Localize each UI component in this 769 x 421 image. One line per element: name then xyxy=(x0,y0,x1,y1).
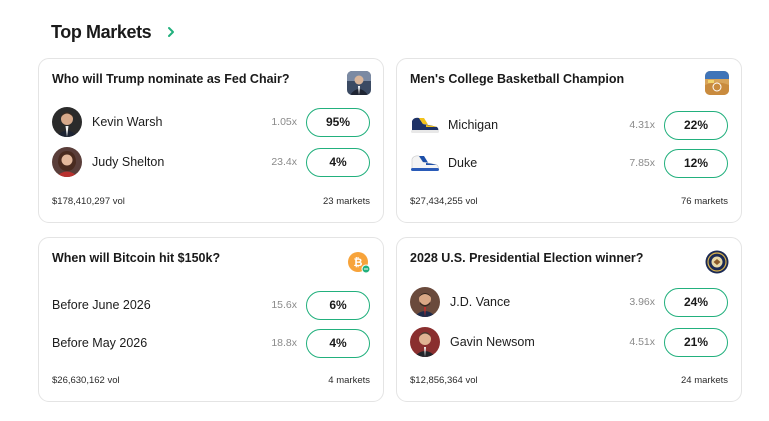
outcome-percent-button[interactable]: 21% xyxy=(664,327,728,357)
outcome-percent-button[interactable]: 22% xyxy=(664,110,728,140)
markets-count-link[interactable]: 4 markets xyxy=(328,375,370,386)
outcome-percent-button[interactable]: 95% xyxy=(306,107,370,137)
outcome-label: Michigan xyxy=(448,118,499,132)
outcome-row[interactable]: Judy Shelton 23.4x 4% xyxy=(52,147,370,177)
outcome-label: Before June 2026 xyxy=(52,298,151,312)
sneaker-icon xyxy=(410,153,440,173)
outcome-percent-button[interactable]: 4% xyxy=(306,328,370,358)
outcome-label: Before May 2026 xyxy=(52,336,148,350)
outcome-row[interactable]: Before June 2026 15.6x 6% xyxy=(52,290,370,320)
volume-text: $27,434,255 vol xyxy=(410,196,478,207)
presidential-seal-icon xyxy=(705,250,729,274)
outcome-row[interactable]: Gavin Newsom 4.51x 21% xyxy=(410,327,728,357)
payout-multiplier: 15.6x xyxy=(271,299,297,311)
outcome-percent-button[interactable]: 24% xyxy=(664,287,728,317)
volume-text: $12,856,364 vol xyxy=(410,375,478,386)
outcome-percent-button[interactable]: 6% xyxy=(306,290,370,320)
person-avatar xyxy=(410,287,440,317)
section-header[interactable]: Top Markets xyxy=(51,20,177,44)
outcome-percent-button[interactable]: 12% xyxy=(664,148,728,178)
markets-count-link[interactable]: 76 markets xyxy=(681,196,728,207)
outcome-row[interactable]: Michigan 4.31x 22% xyxy=(410,110,728,140)
chevron-right-icon[interactable] xyxy=(165,26,177,38)
markets-count-link[interactable]: 23 markets xyxy=(323,196,370,207)
payout-multiplier: 4.31x xyxy=(629,119,655,131)
market-card-election[interactable]: 2028 U.S. Presidential Election winner? … xyxy=(396,237,742,402)
outcome-row[interactable]: Before May 2026 18.8x 4% xyxy=(52,328,370,358)
outcome-label: Kevin Warsh xyxy=(92,115,163,129)
card-title[interactable]: Men's College Basketball Champion xyxy=(410,72,625,86)
card-footer: $26,630,162 vol 4 markets xyxy=(52,375,370,386)
payout-multiplier: 23.4x xyxy=(271,156,297,168)
outcome-label: Judy Shelton xyxy=(92,155,165,169)
market-card-basketball[interactable]: Men's College Basketball Champion Michig… xyxy=(396,58,742,223)
person-avatar xyxy=(52,147,82,177)
payout-multiplier: 1.05x xyxy=(271,116,297,128)
card-footer: $178,410,297 vol 23 markets xyxy=(52,196,370,207)
person-avatar xyxy=(52,107,82,137)
outcome-row[interactable]: Duke 7.85x 12% xyxy=(410,148,728,178)
card-footer: $12,856,364 vol 24 markets xyxy=(410,375,728,386)
market-card-fed-chair[interactable]: Who will Trump nominate as Fed Chair? Ke… xyxy=(38,58,384,223)
payout-multiplier: 18.8x xyxy=(271,337,297,349)
card-title[interactable]: When will Bitcoin hit $150k? xyxy=(52,251,221,265)
outcome-percent-button[interactable]: 4% xyxy=(306,147,370,177)
basketball-court-thumbnail xyxy=(705,71,729,95)
portrait-thumbnail xyxy=(347,71,371,95)
outcome-label: J.D. Vance xyxy=(450,295,511,309)
outcome-label: Duke xyxy=(448,156,478,170)
payout-multiplier: 7.85x xyxy=(629,157,655,169)
outcome-row[interactable]: Kevin Warsh 1.05x 95% xyxy=(52,107,370,137)
card-title[interactable]: Who will Trump nominate as Fed Chair? xyxy=(52,72,290,86)
card-title[interactable]: 2028 U.S. Presidential Election winner? xyxy=(410,251,644,265)
payout-multiplier: 4.51x xyxy=(629,336,655,348)
sneaker-icon xyxy=(410,115,440,135)
section-title[interactable]: Top Markets xyxy=(51,21,152,42)
market-card-bitcoin[interactable]: When will Bitcoin hit $150k? ₿ Before Ju… xyxy=(38,237,384,402)
outcome-row[interactable]: J.D. Vance 3.96x 24% xyxy=(410,287,728,317)
markets-count-link[interactable]: 24 markets xyxy=(681,375,728,386)
volume-text: $26,630,162 vol xyxy=(52,375,120,386)
card-footer: $27,434,255 vol 76 markets xyxy=(410,196,728,207)
bitcoin-icon: ₿ xyxy=(347,250,371,274)
person-avatar xyxy=(410,327,440,357)
payout-multiplier: 3.96x xyxy=(629,296,655,308)
outcome-label: Gavin Newsom xyxy=(450,335,535,349)
svg-text:₿: ₿ xyxy=(354,256,363,269)
volume-text: $178,410,297 vol xyxy=(52,196,125,207)
